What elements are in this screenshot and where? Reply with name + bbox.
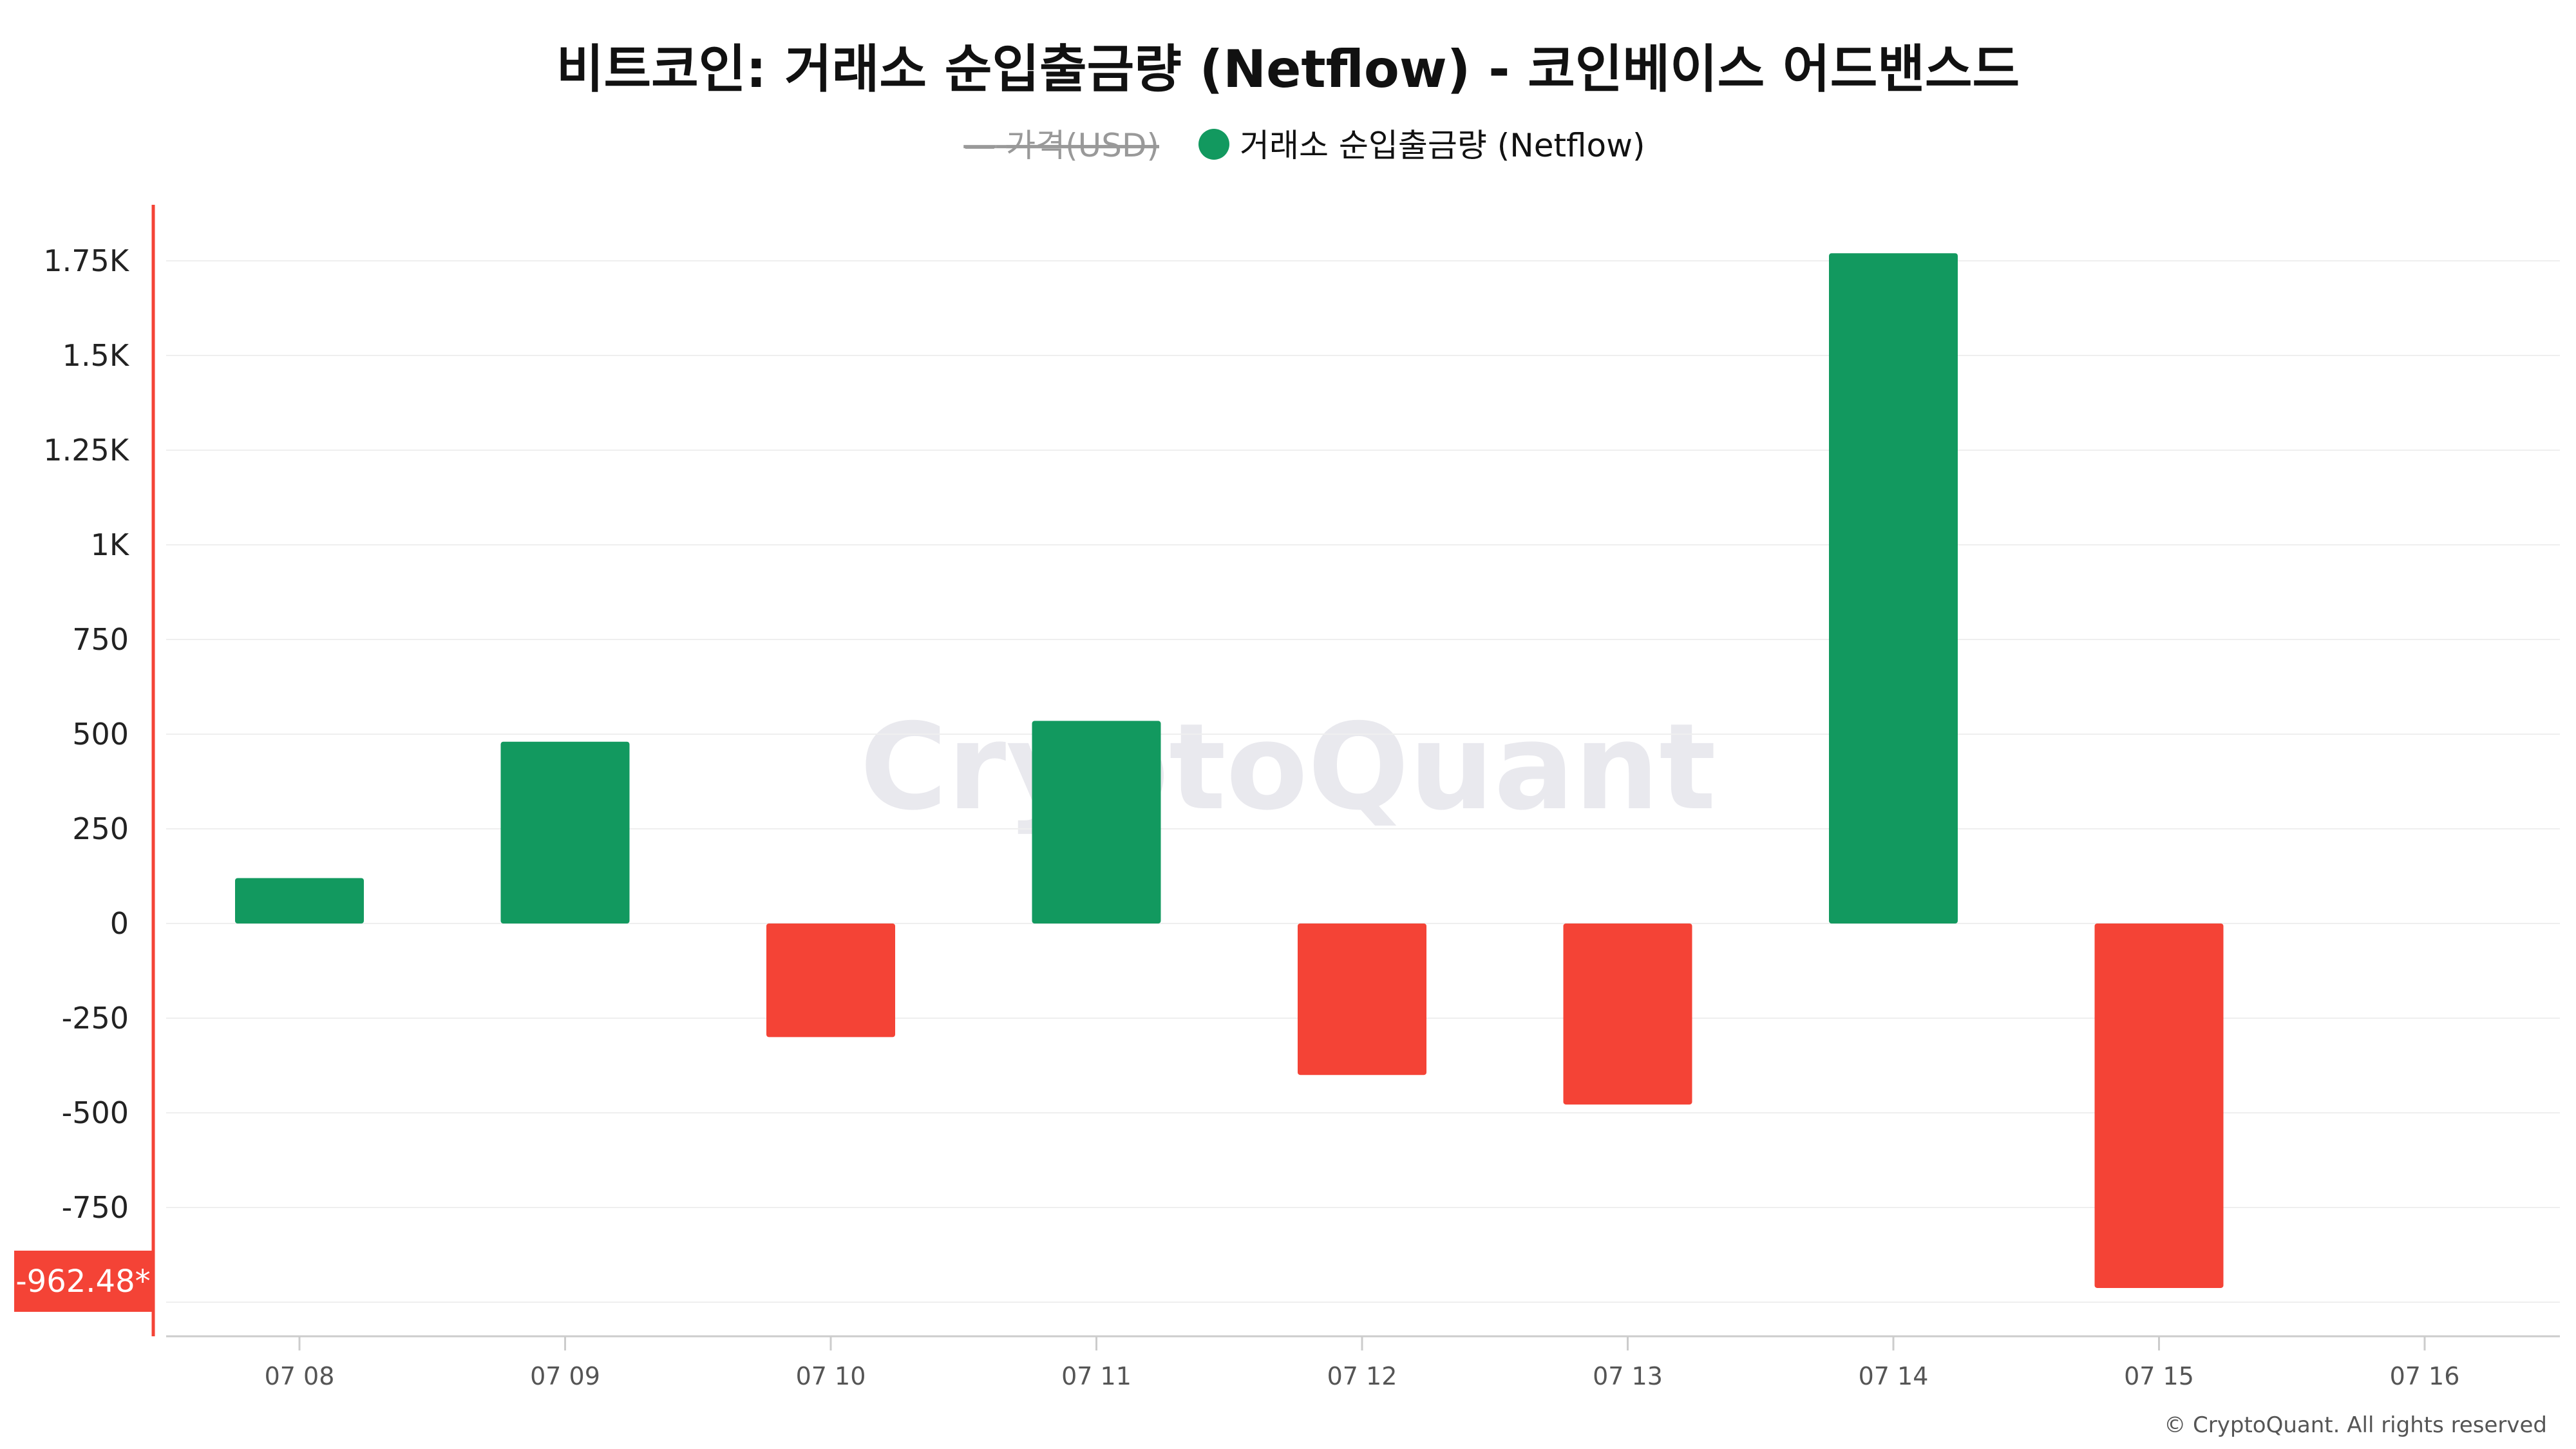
y-tick-label: 750 [72,622,129,657]
y-tick-label: 0 [110,906,129,941]
bar[interactable] [1298,923,1426,1075]
legend-netflow-marker [1198,129,1229,160]
bar[interactable] [235,878,364,923]
copyright-text: © CryptoQuant. All rights reserved [2164,1412,2547,1438]
y-tick-label: -250 [62,1001,129,1036]
bar[interactable] [2094,923,2224,1288]
legend: — 가격(USD) 거래소 순입출금량 (Netflow) [963,127,1645,164]
y-axis-ticks: 1.75K 1.5K 1.25K 1K 750 500 250 0 -250 -500 -750 [43,243,129,1225]
x-tick-label: 07 11 [1061,1362,1132,1390]
x-tick-label: 07 16 [2390,1362,2460,1390]
legend-item-price[interactable]: — 가격(USD) [963,127,1159,164]
bar[interactable] [1563,923,1692,1105]
y-tick-label: 1K [91,527,130,562]
x-tick-label: 07 08 [265,1362,335,1390]
y-tick-label: 1.75K [43,243,129,278]
bar[interactable] [500,741,630,923]
last-value-label: -962.48* [15,1264,150,1300]
y-tick-label: -750 [62,1190,129,1225]
watermark: CryptoQuant [860,697,1716,837]
y-tick-label: 250 [72,811,129,846]
legend-item-netflow[interactable]: 거래소 순입출금량 (Netflow) [1240,127,1645,164]
bar[interactable] [1032,721,1161,923]
y-tick-label: -500 [62,1095,129,1130]
last-value-tag-background [14,1251,152,1312]
legend-price-label: 가격(USD) [1006,127,1159,164]
x-tick-label: 07 14 [1859,1362,1929,1390]
y-tick-label: 500 [72,717,129,752]
x-tick-label: 07 10 [796,1362,866,1390]
x-axis: 07 08 07 09 07 10 07 11 07 12 07 13 07 14 07 15… [166,1335,2560,1390]
bars [235,253,2224,1288]
x-tick-label: 07 12 [1327,1362,1397,1390]
legend-dash-marker: — [963,127,996,164]
x-tick-label: 07 09 [530,1362,600,1390]
y-tick-label: 1.5K [62,338,130,373]
bar[interactable] [1829,253,1958,923]
x-tick-label: 07 13 [1593,1362,1663,1390]
bar[interactable] [766,923,895,1037]
last-value-tag: -962.48* [14,1251,152,1312]
x-tick-label: 07 15 [2124,1362,2194,1390]
y-tick-label: 1.25K [43,433,129,468]
chart-title: 비트코인: 거래소 순입출금량 (Netflow) - 코인베이스 어드밴스드 [556,39,2020,99]
